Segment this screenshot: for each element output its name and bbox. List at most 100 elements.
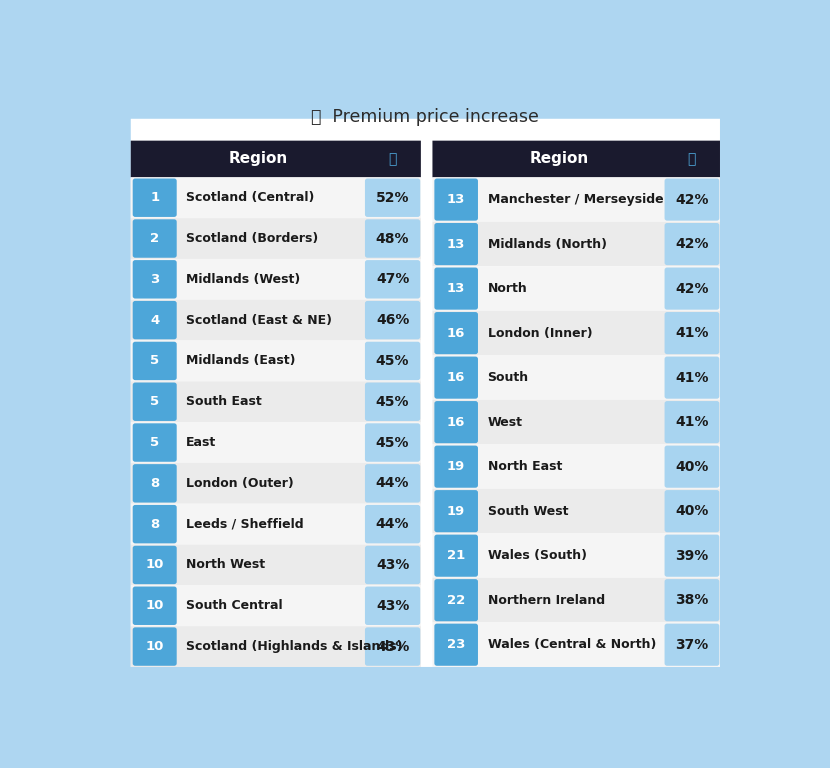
Text: 41%: 41% bbox=[675, 371, 709, 385]
Text: Scotland (Borders): Scotland (Borders) bbox=[187, 232, 319, 245]
Text: 43%: 43% bbox=[376, 640, 409, 654]
Text: 43%: 43% bbox=[376, 558, 409, 572]
FancyBboxPatch shape bbox=[133, 505, 177, 544]
FancyBboxPatch shape bbox=[365, 627, 420, 666]
FancyBboxPatch shape bbox=[133, 587, 177, 625]
Text: 37%: 37% bbox=[676, 637, 709, 652]
FancyBboxPatch shape bbox=[131, 463, 421, 504]
Text: 52%: 52% bbox=[376, 190, 409, 205]
FancyBboxPatch shape bbox=[133, 301, 177, 339]
FancyBboxPatch shape bbox=[434, 490, 478, 532]
Text: 41%: 41% bbox=[675, 415, 709, 429]
FancyBboxPatch shape bbox=[665, 401, 720, 443]
Text: 38%: 38% bbox=[676, 593, 709, 607]
FancyBboxPatch shape bbox=[131, 626, 421, 667]
FancyBboxPatch shape bbox=[365, 505, 420, 544]
Text: 10: 10 bbox=[145, 599, 164, 612]
FancyBboxPatch shape bbox=[131, 504, 421, 545]
Text: 22: 22 bbox=[447, 594, 466, 607]
Text: Manchester / Merseyside: Manchester / Merseyside bbox=[487, 193, 663, 206]
FancyBboxPatch shape bbox=[434, 624, 478, 666]
Text: 19: 19 bbox=[447, 505, 466, 518]
FancyBboxPatch shape bbox=[665, 579, 720, 621]
Text: 10: 10 bbox=[145, 640, 164, 653]
FancyBboxPatch shape bbox=[432, 311, 720, 356]
Text: 45%: 45% bbox=[376, 435, 409, 449]
Text: 46%: 46% bbox=[376, 313, 409, 327]
Text: Midlands (East): Midlands (East) bbox=[187, 355, 295, 367]
FancyBboxPatch shape bbox=[665, 624, 720, 666]
FancyBboxPatch shape bbox=[131, 340, 421, 382]
Text: 44%: 44% bbox=[376, 517, 409, 531]
FancyBboxPatch shape bbox=[434, 223, 478, 265]
Text: London (Outer): London (Outer) bbox=[187, 477, 294, 490]
FancyBboxPatch shape bbox=[365, 546, 420, 584]
Text: 23: 23 bbox=[447, 638, 466, 651]
FancyBboxPatch shape bbox=[365, 464, 420, 502]
Text: South Central: South Central bbox=[187, 599, 283, 612]
Text: 40%: 40% bbox=[676, 504, 709, 518]
FancyBboxPatch shape bbox=[434, 445, 478, 488]
Text: North East: North East bbox=[487, 460, 562, 473]
Text: 4: 4 bbox=[150, 313, 159, 326]
Text: 45%: 45% bbox=[376, 395, 409, 409]
FancyBboxPatch shape bbox=[665, 535, 720, 577]
Text: 8: 8 bbox=[150, 518, 159, 531]
Text: 2: 2 bbox=[150, 232, 159, 245]
FancyBboxPatch shape bbox=[432, 534, 720, 578]
Text: 44%: 44% bbox=[376, 476, 409, 490]
FancyBboxPatch shape bbox=[131, 141, 421, 177]
FancyBboxPatch shape bbox=[432, 489, 720, 534]
Text: 39%: 39% bbox=[676, 548, 709, 563]
FancyBboxPatch shape bbox=[131, 382, 421, 422]
Text: 1: 1 bbox=[150, 191, 159, 204]
FancyBboxPatch shape bbox=[665, 312, 720, 354]
FancyBboxPatch shape bbox=[131, 545, 421, 585]
Text: Midlands (West): Midlands (West) bbox=[187, 273, 300, 286]
FancyBboxPatch shape bbox=[365, 178, 420, 217]
FancyBboxPatch shape bbox=[131, 259, 421, 300]
Text: 41%: 41% bbox=[675, 326, 709, 340]
Text: 45%: 45% bbox=[376, 354, 409, 368]
FancyBboxPatch shape bbox=[131, 218, 421, 259]
Text: Wales (South): Wales (South) bbox=[487, 549, 587, 562]
FancyBboxPatch shape bbox=[665, 356, 720, 399]
FancyBboxPatch shape bbox=[665, 490, 720, 532]
Text: 16: 16 bbox=[447, 415, 466, 429]
Text: 16: 16 bbox=[447, 371, 466, 384]
FancyBboxPatch shape bbox=[432, 141, 720, 177]
FancyBboxPatch shape bbox=[434, 312, 478, 354]
Text: South West: South West bbox=[487, 505, 568, 518]
FancyBboxPatch shape bbox=[133, 627, 177, 666]
FancyBboxPatch shape bbox=[434, 535, 478, 577]
FancyBboxPatch shape bbox=[432, 222, 720, 266]
FancyBboxPatch shape bbox=[432, 622, 720, 667]
Text: 🚗: 🚗 bbox=[388, 152, 397, 166]
FancyBboxPatch shape bbox=[131, 177, 421, 218]
FancyBboxPatch shape bbox=[665, 267, 720, 310]
Text: 13: 13 bbox=[447, 237, 466, 250]
FancyBboxPatch shape bbox=[365, 260, 420, 299]
Text: West: West bbox=[487, 415, 523, 429]
FancyBboxPatch shape bbox=[365, 423, 420, 462]
FancyBboxPatch shape bbox=[365, 587, 420, 625]
FancyBboxPatch shape bbox=[432, 400, 720, 445]
Text: Northern Ireland: Northern Ireland bbox=[487, 594, 605, 607]
FancyBboxPatch shape bbox=[434, 579, 478, 621]
Text: 40%: 40% bbox=[676, 460, 709, 474]
FancyBboxPatch shape bbox=[365, 220, 420, 258]
FancyBboxPatch shape bbox=[131, 300, 421, 340]
FancyBboxPatch shape bbox=[365, 342, 420, 380]
FancyBboxPatch shape bbox=[434, 401, 478, 443]
Text: London (Inner): London (Inner) bbox=[487, 326, 593, 339]
Text: 42%: 42% bbox=[675, 193, 709, 207]
Text: 42%: 42% bbox=[675, 282, 709, 296]
Text: 43%: 43% bbox=[376, 599, 409, 613]
FancyBboxPatch shape bbox=[432, 356, 720, 400]
Text: Region: Region bbox=[229, 151, 288, 167]
FancyBboxPatch shape bbox=[434, 267, 478, 310]
Text: 47%: 47% bbox=[376, 273, 409, 286]
FancyBboxPatch shape bbox=[434, 178, 478, 220]
Text: 19: 19 bbox=[447, 460, 466, 473]
FancyBboxPatch shape bbox=[131, 585, 421, 626]
